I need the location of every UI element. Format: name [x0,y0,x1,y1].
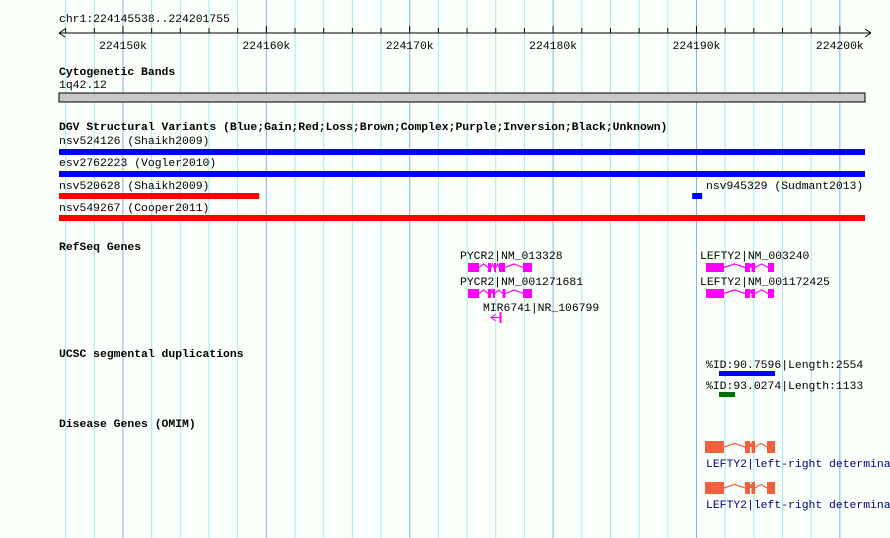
svg-text:%ID:93.0274|Length:1133: %ID:93.0274|Length:1133 [706,381,863,393]
svg-text:224190k: 224190k [673,41,721,53]
svg-text:LEFTY2|NM_001172425: LEFTY2|NM_001172425 [700,277,830,289]
svg-text:nsv549267 (Cooper2011): nsv549267 (Cooper2011) [59,203,209,215]
svg-text:1q42.12: 1q42.12 [59,80,107,92]
svg-text:%ID:90.7596|Length:2554: %ID:90.7596|Length:2554 [706,360,863,372]
svg-text:224150k: 224150k [99,41,147,53]
svg-text:224180k: 224180k [529,41,577,53]
svg-text:224200k: 224200k [816,41,864,53]
svg-text:DGV Structural Variants (Blue;: DGV Structural Variants (Blue;Gain;Red;L… [59,122,667,134]
svg-text:Cytogenetic Bands: Cytogenetic Bands [59,67,175,79]
svg-text:LEFTY2|left-right determinatio: LEFTY2|left-right determination [706,459,890,471]
svg-text:nsv945329 (Sudmant2013): nsv945329 (Sudmant2013) [706,181,863,193]
svg-text:PYCR2|NM_013328: PYCR2|NM_013328 [460,251,563,263]
svg-text:esv2762223 (Vogler2010): esv2762223 (Vogler2010) [59,158,216,170]
svg-text:nsv520628 (Shaikh2009): nsv520628 (Shaikh2009) [59,181,209,193]
svg-text:PYCR2|NM_001271681: PYCR2|NM_001271681 [460,277,583,289]
svg-text:Disease Genes (OMIM): Disease Genes (OMIM) [59,419,196,431]
svg-text:UCSC segmental duplications: UCSC segmental duplications [59,349,244,361]
svg-text:LEFTY2|NM_003240: LEFTY2|NM_003240 [700,251,810,263]
svg-text:nsv524126 (Shaikh2009): nsv524126 (Shaikh2009) [59,136,209,148]
svg-text:RefSeq Genes: RefSeq Genes [59,242,141,254]
svg-text:224170k: 224170k [386,41,434,53]
svg-text:LEFTY2|left-right determinatio: LEFTY2|left-right determination [706,500,890,512]
svg-text:chr1:224145538..224201755: chr1:224145538..224201755 [59,14,230,26]
svg-text:224160k: 224160k [242,41,290,53]
